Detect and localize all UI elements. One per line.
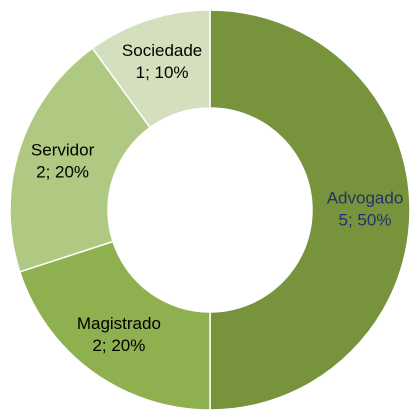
donut-segment [9,47,152,273]
value-label: 5; 50% [339,210,392,229]
segment-label: Sociedade [122,41,202,60]
donut-segment [18,240,211,411]
value-label: 1; 10% [136,63,189,82]
donut-segment [91,9,211,129]
donut-segment [209,9,411,411]
segment-label: Magistrado [77,314,161,333]
segment-label: Servidor [31,141,95,160]
value-label: 2; 20% [36,163,89,182]
segment-label: Advogado [327,188,404,207]
value-label: 2; 20% [92,336,145,355]
